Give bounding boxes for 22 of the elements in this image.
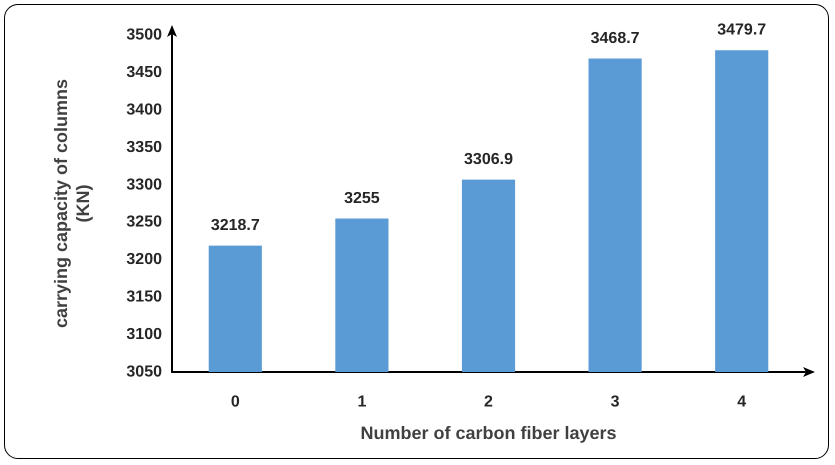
x-tick-label: 3 — [610, 394, 620, 410]
x-tick-label: 1 — [357, 394, 366, 410]
y-tick-label: 3050 — [126, 364, 162, 380]
x-tick-label: 0 — [230, 394, 240, 410]
y-tick-label: 3300 — [126, 176, 162, 194]
data-label: 3479.7 — [717, 22, 766, 39]
y-tick-label: 3500 — [126, 26, 162, 44]
x-tick-label: 2 — [484, 394, 494, 410]
data-label: 3468.7 — [590, 30, 640, 47]
y-tick-label: 3450 — [126, 64, 162, 81]
data-label: 3306.9 — [464, 151, 514, 168]
y-tick-label: 3350 — [126, 138, 162, 156]
y-tick-label: 3150 — [126, 288, 162, 306]
data-label: 3218.7 — [210, 217, 260, 234]
y-tick-label: 3250 — [126, 214, 162, 231]
y-tick-label: 3400 — [126, 101, 162, 118]
y-axis-title: carrying capacity of columns (KN) — [51, 78, 93, 328]
x-axis-title: Number of carbon fiber layers — [360, 423, 617, 443]
data-label: 3255 — [344, 190, 380, 207]
y-tick-label: 3100 — [126, 326, 162, 344]
y-tick-label: 3200 — [126, 251, 162, 268]
x-tick-label: 4 — [737, 394, 746, 410]
